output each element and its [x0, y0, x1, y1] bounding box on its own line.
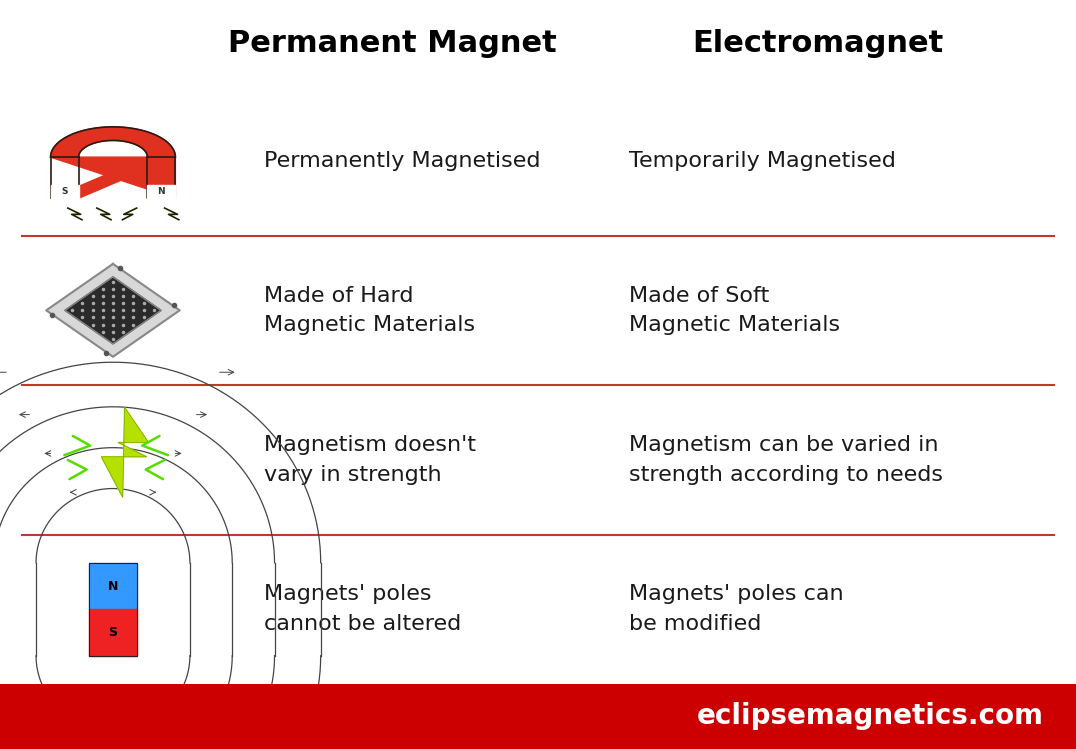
Bar	[89, 562, 137, 655]
Text: eclipsemagnetics.com: eclipsemagnetics.com	[697, 703, 1044, 730]
Text: Temporarily Magnetised: Temporarily Magnetised	[629, 151, 896, 171]
Text: Made of Soft
Magnetic Materials: Made of Soft Magnetic Materials	[629, 285, 840, 335]
Text: S: S	[109, 626, 117, 639]
Text: N: N	[108, 580, 118, 592]
Text: Made of Hard
Magnetic Materials: Made of Hard Magnetic Materials	[264, 285, 475, 335]
Polygon shape	[101, 407, 148, 497]
Text: S: S	[61, 187, 68, 196]
Text: Magnetism can be varied in
strength according to needs: Magnetism can be varied in strength acco…	[629, 435, 944, 485]
Polygon shape	[147, 185, 175, 198]
Polygon shape	[89, 562, 137, 609]
Polygon shape	[51, 185, 79, 198]
Polygon shape	[51, 127, 175, 198]
Text: Permanent Magnet: Permanent Magnet	[228, 28, 557, 58]
Bar	[0, 684, 1076, 749]
Text: Magnetism doesn't
vary in strength: Magnetism doesn't vary in strength	[264, 435, 476, 485]
Text: Magnets' poles can
be modified: Magnets' poles can be modified	[629, 584, 844, 634]
Text: N: N	[157, 187, 166, 196]
Polygon shape	[65, 277, 161, 344]
Polygon shape	[89, 609, 137, 655]
Text: Electromagnet: Electromagnet	[692, 28, 944, 58]
Text: Permanently Magnetised: Permanently Magnetised	[264, 151, 540, 171]
Polygon shape	[46, 264, 180, 357]
Text: Magnets' poles
cannot be altered: Magnets' poles cannot be altered	[264, 584, 461, 634]
